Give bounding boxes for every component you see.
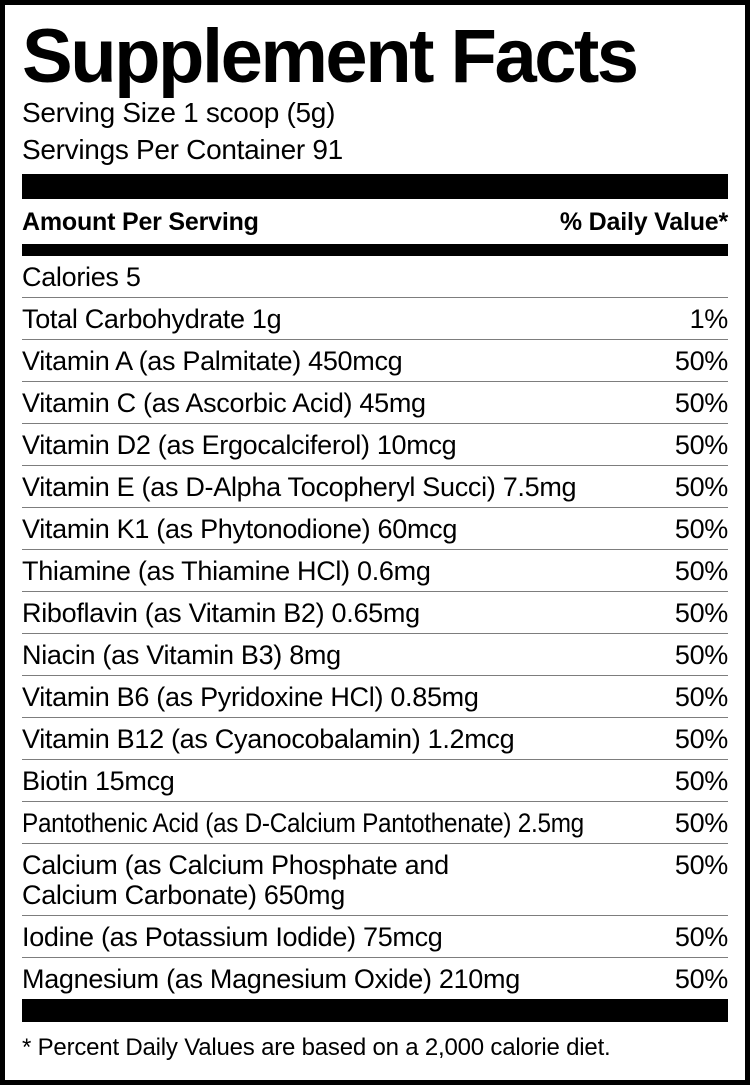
nutrient-name: Vitamin C (as Ascorbic Acid) 45mg bbox=[22, 387, 426, 418]
nutrient-name: Biotin 15mcg bbox=[22, 765, 175, 796]
nutrient-row-vitamin-k1: Vitamin K1 (as Phytonodione) 60mcg 50% bbox=[22, 508, 728, 551]
nutrient-row-calories: Calories 5 bbox=[22, 256, 728, 299]
daily-value: 50% bbox=[674, 429, 728, 460]
nutrient-row-vitamin-e: Vitamin E (as D-Alpha Tocopheryl Succi) … bbox=[22, 466, 728, 509]
daily-value: 50% bbox=[674, 513, 728, 544]
amount-per-serving-header: Amount Per Serving bbox=[22, 208, 259, 237]
daily-value-footnote: * Percent Daily Values are based on a 2,… bbox=[22, 1034, 611, 1062]
nutrient-row-magnesium: Magnesium (as Magnesium Oxide) 210mg 50% bbox=[22, 958, 728, 999]
nutrient-name: Pantothenic Acid (as D-Calcium Pantothen… bbox=[22, 807, 584, 838]
daily-value: 50% bbox=[674, 345, 728, 376]
nutrient-name: Vitamin K1 (as Phytonodione) 60mcg bbox=[22, 513, 458, 544]
nutrient-name: Total Carbohydrate 1g bbox=[22, 303, 282, 334]
nutrient-name: Vitamin B6 (as Pyridoxine HCl) 0.85mg bbox=[22, 681, 479, 712]
nutrient-row-biotin: Biotin 15mcg 50% bbox=[22, 760, 728, 803]
nutrient-row-iodine: Iodine (as Potassium Iodide) 75mcg 50% bbox=[22, 916, 728, 959]
column-header-row: Amount Per Serving % Daily Value* bbox=[22, 199, 728, 244]
nutrient-name: Vitamin D2 (as Ergocalciferol) 10mcg bbox=[22, 429, 457, 460]
nutrient-row-vitamin-d2: Vitamin D2 (as Ergocalciferol) 10mcg 50% bbox=[22, 424, 728, 467]
serving-size: Serving Size 1 scoop (5g) bbox=[22, 97, 336, 128]
facts-table: Calories 5 Total Carbohydrate 1g 1% Vita… bbox=[22, 256, 728, 999]
separator-bar-header bbox=[22, 244, 728, 257]
panel-title: Supplement Facts bbox=[22, 14, 639, 99]
nutrient-row-riboflavin: Riboflavin (as Vitamin B2) 0.65mg 50% bbox=[22, 592, 728, 635]
nutrient-name: Iodine (as Potassium Iodide) 75mcg bbox=[22, 921, 443, 952]
nutrient-name: Thiamine (as Thiamine HCl) 0.6mg bbox=[22, 555, 431, 586]
daily-value: 1% bbox=[689, 303, 729, 334]
nutrient-row-vitamin-b12: Vitamin B12 (as Cyanocobalamin) 1.2mcg 5… bbox=[22, 718, 728, 761]
daily-value: 50% bbox=[674, 387, 728, 418]
nutrient-name: Vitamin A (as Palmitate) 450mcg bbox=[22, 345, 403, 376]
daily-value-header: % Daily Value* bbox=[559, 208, 728, 237]
nutrient-row-vitamin-a: Vitamin A (as Palmitate) 450mcg 50% bbox=[22, 340, 728, 383]
daily-value: 50% bbox=[674, 723, 728, 754]
servings-per-container: Servings Per Container 91 bbox=[22, 133, 343, 165]
nutrient-row-calcium: Calcium (as Calcium Phosphate and Calciu… bbox=[22, 844, 728, 917]
nutrient-row-vitamin-b6: Vitamin B6 (as Pyridoxine HCl) 0.85mg 50… bbox=[22, 676, 728, 719]
daily-value: 50% bbox=[674, 555, 728, 586]
daily-value: 50% bbox=[674, 921, 728, 952]
nutrient-name: Vitamin E (as D-Alpha Tocopheryl Succi) … bbox=[22, 471, 577, 502]
nutrient-name: Niacin (as Vitamin B3) 8mg bbox=[22, 639, 341, 670]
nutrient-row-niacin: Niacin (as Vitamin B3) 8mg 50% bbox=[22, 634, 728, 677]
nutrient-name: Vitamin B12 (as Cyanocobalamin) 1.2mcg bbox=[22, 723, 515, 754]
nutrient-name: Calories 5 bbox=[22, 261, 141, 292]
daily-value: 50% bbox=[674, 807, 728, 838]
nutrient-row-total-carbohydrate: Total Carbohydrate 1g 1% bbox=[22, 298, 729, 341]
nutrient-name: Riboflavin (as Vitamin B2) 0.65mg bbox=[22, 597, 420, 628]
nutrient-name: Calcium (as Calcium Phosphate and Calciu… bbox=[22, 849, 449, 910]
nutrient-name: Magnesium (as Magnesium Oxide) 210mg bbox=[22, 963, 520, 994]
separator-bar-bottom bbox=[22, 999, 728, 1023]
daily-value: 50% bbox=[674, 471, 728, 502]
daily-value: 50% bbox=[674, 597, 728, 628]
daily-value: 50% bbox=[674, 639, 728, 670]
daily-value: 50% bbox=[674, 681, 728, 712]
nutrient-row-vitamin-c: Vitamin C (as Ascorbic Acid) 45mg 50% bbox=[22, 382, 728, 425]
daily-value: 50% bbox=[674, 765, 728, 796]
daily-value: 50% bbox=[674, 963, 728, 994]
daily-value: 50% bbox=[674, 849, 728, 880]
nutrient-row-pantothenic-acid: Pantothenic Acid (as D-Calcium Pantothen… bbox=[22, 802, 728, 845]
nutrient-row-thiamine: Thiamine (as Thiamine HCl) 0.6mg 50% bbox=[22, 550, 728, 593]
separator-bar-top bbox=[22, 174, 728, 200]
